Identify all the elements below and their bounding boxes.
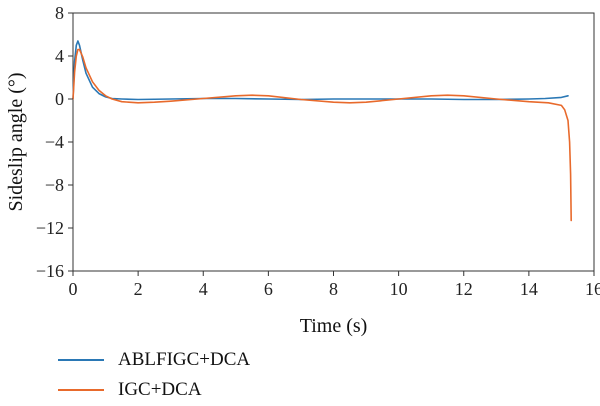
- legend-label-igc-dca: IGC+DCA: [118, 379, 202, 400]
- y-tick-label: −4: [45, 132, 64, 152]
- axes: 0 2 4 6 8 10 12 14 16 8 4 0 −4 −8 −12 −16: [36, 3, 600, 299]
- x-axis-title: Time (s): [300, 315, 368, 337]
- legend-swatch-igc-dca: [58, 389, 104, 391]
- series-line-igc-dca: [72, 48, 573, 222]
- y-tick-label: 0: [55, 89, 64, 109]
- x-tick-label: 10: [390, 279, 408, 299]
- y-tick-label: −16: [36, 261, 64, 281]
- legend-item-ablfigc-dca: ABLFIGC+DCA: [58, 345, 250, 375]
- y-tick-label: −12: [36, 218, 64, 238]
- y-axis-title: Sideslip angle (°): [5, 72, 27, 211]
- x-tick-label: 0: [69, 279, 78, 299]
- series-line-ablfigc-dca: [72, 40, 569, 101]
- series-layer: [72, 40, 573, 222]
- x-tick-label: 8: [329, 279, 338, 299]
- legend-label-ablfigc-dca: ABLFIGC+DCA: [118, 349, 251, 370]
- legend: ABLFIGC+DCA IGC+DCA: [58, 345, 250, 405]
- legend-swatch-ablfigc-dca: [58, 359, 104, 361]
- x-tick-label: 14: [520, 279, 538, 299]
- plot-frame: [72, 12, 595, 272]
- y-tick-label: −8: [45, 175, 64, 195]
- x-tick-label: 16: [585, 279, 600, 299]
- x-tick-label: 4: [199, 279, 208, 299]
- x-tick-label: 2: [134, 279, 143, 299]
- plot-area: [72, 12, 595, 272]
- x-tick-label: 6: [264, 279, 273, 299]
- legend-item-igc-dca: IGC+DCA: [58, 375, 250, 405]
- x-tick-label: 12: [455, 279, 473, 299]
- y-tick-label: 4: [55, 46, 64, 66]
- y-tick-label: 8: [55, 3, 64, 23]
